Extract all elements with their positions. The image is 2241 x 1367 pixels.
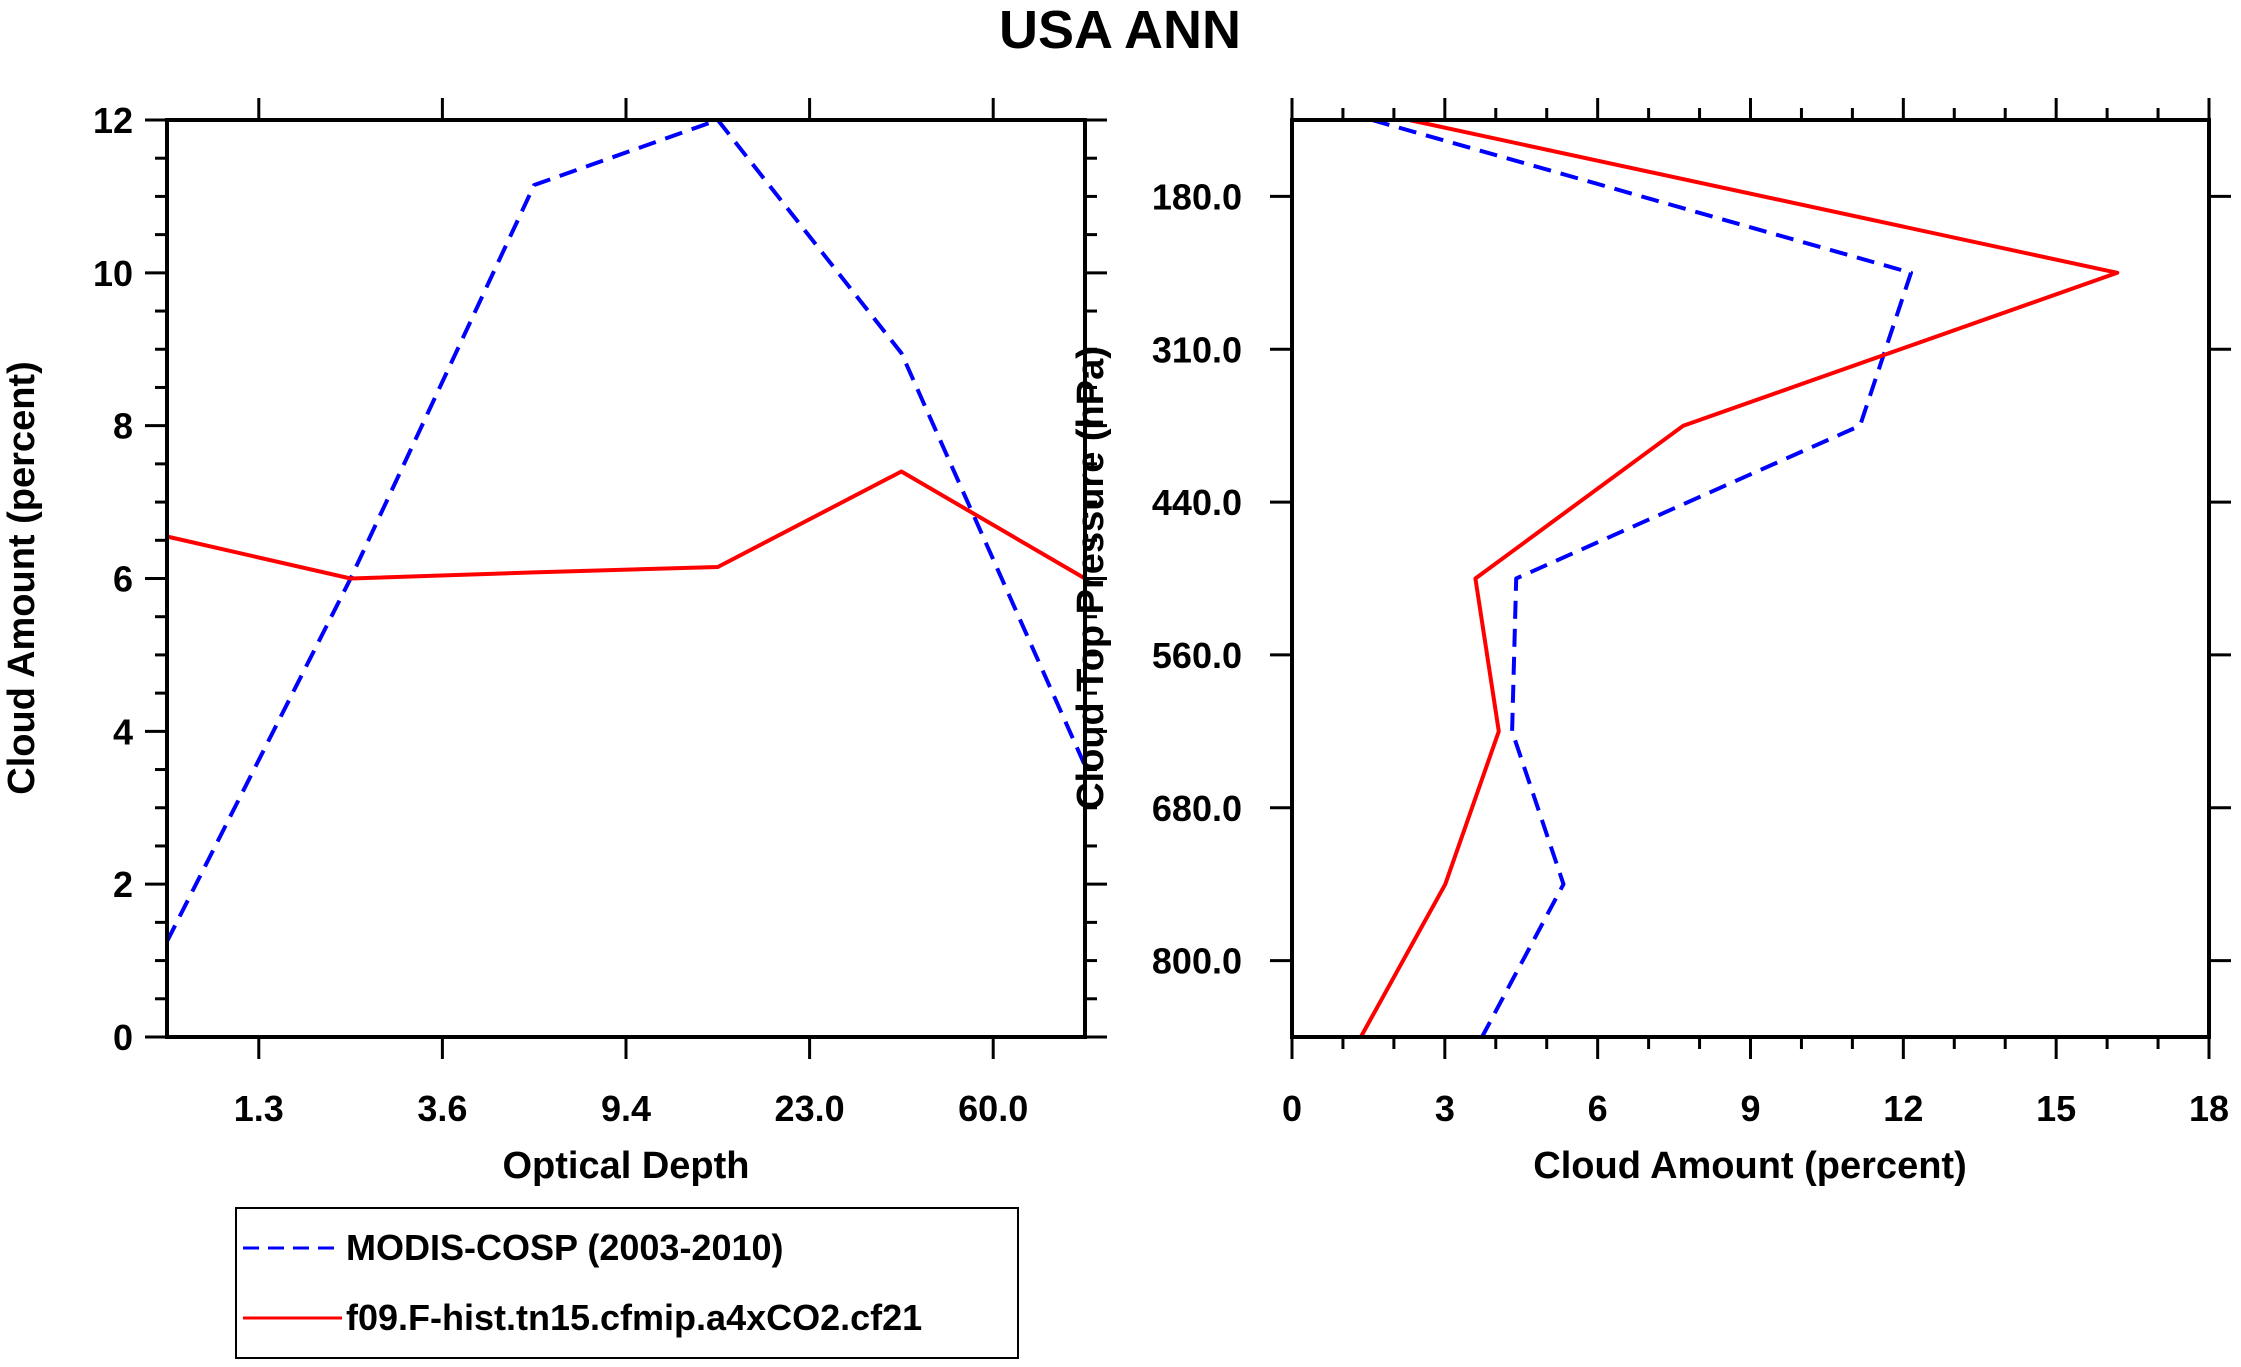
legend-box xyxy=(235,1207,1019,1359)
y-tick-label: 440.0 xyxy=(1152,482,1242,523)
x-tick-label: 0 xyxy=(1282,1088,1302,1129)
y-tick-label: 680.0 xyxy=(1152,788,1242,829)
x-tick-label: 23.0 xyxy=(775,1088,845,1129)
x-tick-label: 1.3 xyxy=(234,1088,284,1129)
chart-title: USA ANN xyxy=(999,0,1241,60)
x-tick-label: 9.4 xyxy=(601,1088,651,1129)
y-tick-label: 12 xyxy=(93,100,133,141)
y-tick-label: 10 xyxy=(93,253,133,294)
plot-frame xyxy=(165,118,1087,1039)
x-tick-label: 6 xyxy=(1588,1088,1608,1129)
x-tick-label: 12 xyxy=(1883,1088,1923,1129)
y-tick-label: 180.0 xyxy=(1152,176,1242,217)
series-line-model xyxy=(166,469,1087,581)
plot-frame xyxy=(1290,118,2211,1039)
y-tick-label: 310.0 xyxy=(1152,329,1242,370)
x-tick-label: 3.6 xyxy=(417,1088,467,1129)
legend-label-modis: MODIS-COSP (2003-2010) xyxy=(346,1227,784,1268)
right-y-axis-label: Cloud Top Pressure (hPa) xyxy=(1070,346,1112,810)
x-tick-label: 60.0 xyxy=(958,1088,1028,1129)
legend-label-model: f09.F-hist.tn15.cfmip.a4xCO2.cf21 xyxy=(346,1297,922,1338)
x-tick-label: 9 xyxy=(1740,1088,1760,1129)
y-tick-label: 800.0 xyxy=(1152,941,1242,982)
series-line-modis xyxy=(1371,118,1913,1038)
right-chart-cloud-top-pressure: 0 3 6 9 12 15 18 180.0 310.0 440.0 560.0 680.0 800.0 xyxy=(1152,98,2231,1129)
x-tick-label: 18 xyxy=(2189,1088,2229,1129)
y-tick-label: 6 xyxy=(113,559,133,600)
left-y-axis-label: Cloud Amount (percent) xyxy=(1,361,43,794)
y-tick-label: 4 xyxy=(113,711,133,752)
series-line-modis xyxy=(165,118,1087,943)
series-line-model xyxy=(1359,118,2120,1038)
y-tick-label: 8 xyxy=(113,406,133,447)
y-tick-label: 2 xyxy=(113,864,133,905)
y-tick-label: 560.0 xyxy=(1152,635,1242,676)
right-x-axis-label: Cloud Amount (percent) xyxy=(1533,1145,1966,1187)
y-tick-label: 0 xyxy=(113,1017,133,1058)
legend: MODIS-COSP (2003-2010) f09.F-hist.tn15.c… xyxy=(235,1207,1019,1359)
x-tick-label: 3 xyxy=(1435,1088,1455,1129)
x-tick-label: 15 xyxy=(2036,1088,2076,1129)
left-chart-optical-depth: 0 2 4 6 8 10 12 1.3 3.6 9.4 23.0 60.0 xyxy=(93,98,1107,1129)
left-x-axis-label: Optical Depth xyxy=(502,1145,749,1187)
